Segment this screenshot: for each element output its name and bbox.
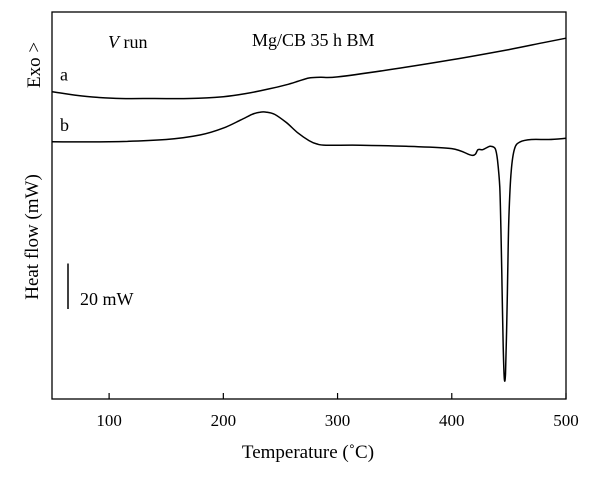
run-label: V run [108,32,148,52]
x-tick-label: 500 [553,411,579,430]
exo-label: Exo > [24,42,45,88]
x-axis-title: Temperature (˚C) [242,442,374,463]
series-label-a: a [60,65,68,85]
plot-area [51,11,567,400]
x-tick-label: 200 [211,411,237,430]
chart-title: Mg/CB 35 h BM [252,30,375,50]
run-label-rest: run [119,32,148,52]
series-line-b [51,111,567,382]
series-layer: ab [51,37,567,382]
series-line-a [51,37,567,100]
x-ticks: 100 200 300 400 500 [96,393,579,430]
scale-bar: 20 mW [67,263,134,309]
run-label-italic: V [108,32,121,52]
scale-bar-label: 20 mW [80,289,134,309]
plot-frame [51,11,567,400]
x-tick-label: 300 [325,411,351,430]
series-label-b: b [60,115,69,135]
y-axis-title: Heat flow (mW) [22,174,43,300]
x-tick-label: 100 [96,411,122,430]
x-tick-label: 400 [439,411,465,430]
